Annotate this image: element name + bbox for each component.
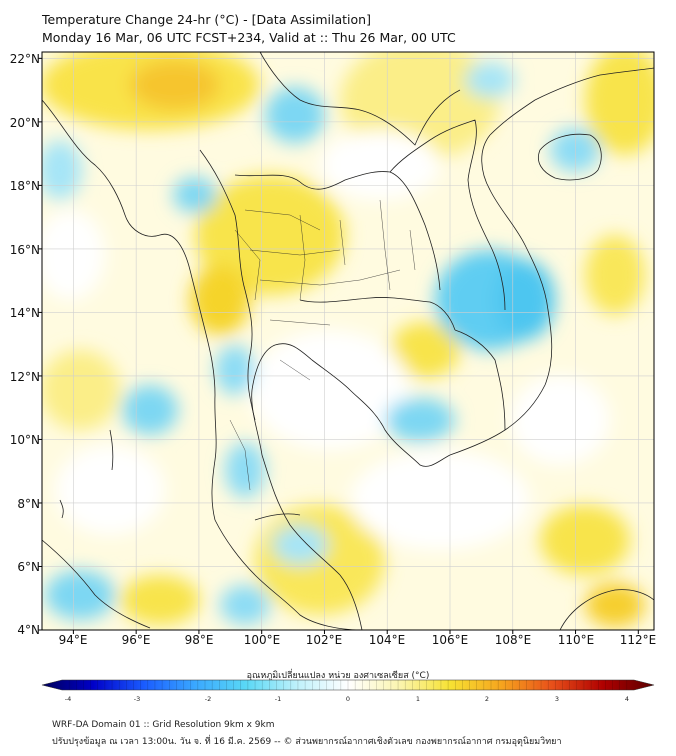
chart-title: Temperature Change 24-hr (°C) - [Data As… [42, 12, 371, 27]
lat-label: 12°N [9, 370, 40, 384]
map-frame [41, 51, 655, 631]
lon-label: 100°E [243, 633, 281, 647]
lon-label: 106°E [431, 633, 469, 647]
colorbar-tick: -4 [64, 695, 72, 703]
footer-update-credit: ปรับปรุงข้อมูล ณ เวลา 13:00น. วัน จ. ที่… [52, 737, 562, 747]
border-myanmar-thailand [199, 149, 256, 421]
warm-anomaly-west-sea [42, 350, 120, 430]
colorbar-tick: 4 [624, 695, 630, 703]
neutral-region-north [320, 130, 440, 200]
warm-anomaly-east-edge [585, 52, 654, 155]
cool-anomaly-south-west-sea [45, 570, 115, 620]
border-thailand-malaysia [254, 513, 301, 521]
warm-anomaly-east-sea [585, 235, 645, 315]
map-borders [42, 52, 654, 630]
cool-anomaly-peninsula [225, 442, 265, 498]
cool-anomaly-laos [495, 260, 555, 340]
border-china-north [259, 52, 461, 146]
border-cambodia-vietnam [454, 329, 506, 431]
colorbar-label: อุณหภูมิเปลี่ยนแปลง หน่วย องศาเซลเซียส (… [246, 671, 430, 681]
lat-label: 16°N [9, 243, 40, 257]
map-gridlines [42, 52, 654, 630]
warm-anomaly-west-thailand [190, 265, 250, 335]
lon-label: 98°E [184, 633, 214, 647]
coastline-peninsula-east [261, 454, 363, 630]
neutral-region-west [55, 445, 165, 535]
cool-anomaly-north-east [465, 62, 515, 98]
warm-anomaly-north-core [130, 60, 220, 110]
warm-anomaly-cambodia [390, 322, 460, 378]
lat-label: 22°N [9, 52, 40, 66]
neutral-region-northwest [42, 210, 105, 300]
colorbar-tick: 2 [484, 695, 490, 703]
coastline-borneo [559, 589, 654, 630]
colorbar-tick: -3 [133, 695, 141, 703]
colorbar-tick: 3 [554, 695, 560, 703]
colorbar-tick: 0 [345, 695, 351, 703]
cool-anomaly-north-myanmar [265, 87, 325, 143]
coastline-peninsula-west [214, 519, 361, 630]
border-thailand-cambodia [299, 297, 456, 331]
coastline-hainan-island [538, 133, 602, 181]
lon-label: 96°E [121, 633, 151, 647]
colorbar-tick: -1 [274, 695, 282, 703]
lon-label: 108°E [494, 633, 532, 647]
lon-label: 104°E [368, 633, 406, 647]
cool-anomaly-andaman [122, 385, 178, 435]
coastline-andaman-islands [59, 429, 114, 519]
cool-anomaly-west-edge [42, 140, 82, 200]
neutral-region-east [510, 375, 610, 465]
warm-anomaly-south-east [540, 505, 630, 575]
lat-label: 14°N [9, 306, 40, 320]
provincial-lines [229, 199, 416, 491]
cool-anomaly-west-myanmar [173, 177, 217, 213]
cool-anomaly-malaysia [272, 525, 328, 565]
chart-subtitle: Monday 16 Mar, 06 UTC FCST+234, Valid at… [42, 30, 456, 45]
lat-label: 10°N [9, 433, 40, 447]
lon-label: 102°E [305, 633, 343, 647]
warm-anomaly-north-thailand [195, 175, 345, 295]
cool-anomaly-myanmar-coast [215, 345, 255, 395]
neutral-region-central [250, 330, 410, 450]
coastline-gulf-of-tonkin [489, 67, 654, 136]
warm-anomaly-south-west [120, 575, 200, 625]
lon-label: 112°E [619, 633, 657, 647]
cool-anomaly-south-sea [220, 585, 270, 625]
colorbar-tick: 1 [415, 695, 421, 703]
border-thailand-laos [234, 171, 441, 291]
coastline-gulf-of-thailand [251, 343, 451, 467]
lat-label: 8°N [17, 497, 40, 511]
lat-label: 6°N [17, 560, 40, 574]
lon-label: 94°E [58, 633, 88, 647]
lat-label: 20°N [9, 116, 40, 130]
colorbar-tick: -2 [204, 695, 212, 703]
cool-anomaly-gulf [385, 398, 455, 442]
map-tick-marks [38, 57, 639, 634]
lat-label: 4°N [17, 623, 40, 637]
coastline-bay-of-bengal [42, 99, 217, 521]
cool-anomaly-hainan [550, 128, 600, 172]
coastline-sumatra [42, 539, 151, 629]
border-laos-vietnam [389, 119, 506, 311]
neutral-region-south [350, 450, 530, 550]
footer-domain-info: WRF-DA Domain 01 :: Grid Resolution 9km … [52, 720, 275, 730]
lat-label: 18°N [9, 179, 40, 193]
lon-label: 110°E [557, 633, 595, 647]
